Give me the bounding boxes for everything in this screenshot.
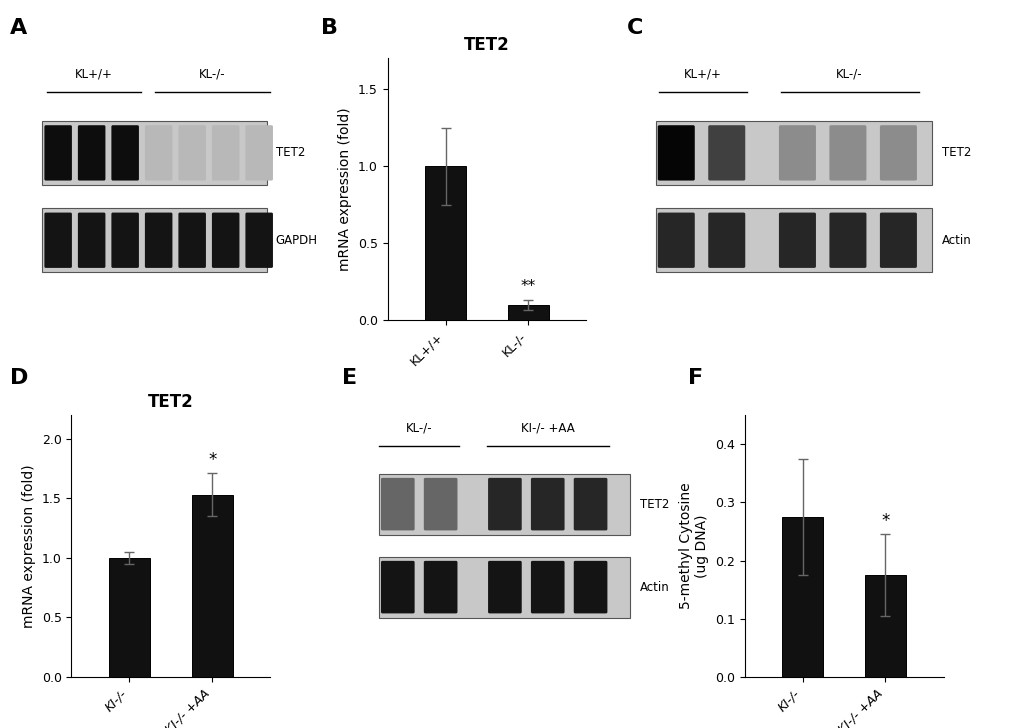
Text: TET2: TET2: [942, 146, 970, 159]
Text: Actin: Actin: [639, 581, 668, 593]
FancyBboxPatch shape: [487, 561, 522, 614]
Text: **: **: [521, 279, 536, 294]
FancyBboxPatch shape: [828, 125, 865, 181]
FancyBboxPatch shape: [707, 213, 745, 268]
Text: Actin: Actin: [942, 234, 971, 247]
Bar: [782, 517, 822, 677]
FancyBboxPatch shape: [424, 478, 457, 531]
Bar: [109, 558, 150, 677]
Text: KL-/-: KL-/-: [199, 67, 225, 80]
Text: KL+/+: KL+/+: [75, 67, 113, 80]
Text: TET2: TET2: [639, 498, 668, 510]
FancyBboxPatch shape: [178, 213, 206, 268]
FancyBboxPatch shape: [424, 561, 457, 614]
Title: TET2: TET2: [148, 392, 194, 411]
FancyBboxPatch shape: [530, 561, 565, 614]
FancyBboxPatch shape: [655, 121, 931, 185]
FancyBboxPatch shape: [381, 561, 414, 614]
FancyBboxPatch shape: [111, 213, 139, 268]
FancyBboxPatch shape: [573, 478, 607, 531]
FancyBboxPatch shape: [530, 478, 565, 531]
Text: KI-/- +AA: KI-/- +AA: [521, 422, 574, 435]
FancyBboxPatch shape: [246, 213, 273, 268]
FancyBboxPatch shape: [657, 125, 694, 181]
FancyBboxPatch shape: [707, 125, 745, 181]
Text: E: E: [341, 368, 357, 387]
Text: A: A: [10, 18, 28, 38]
Text: TET2: TET2: [275, 146, 305, 159]
FancyBboxPatch shape: [657, 213, 694, 268]
FancyBboxPatch shape: [379, 474, 630, 534]
FancyBboxPatch shape: [42, 208, 267, 272]
Text: *: *: [880, 512, 889, 530]
FancyBboxPatch shape: [145, 125, 172, 181]
FancyBboxPatch shape: [779, 213, 815, 268]
FancyBboxPatch shape: [77, 213, 105, 268]
Text: D: D: [10, 368, 29, 387]
Y-axis label: 5-methyl Cytosine
(ug DNA): 5-methyl Cytosine (ug DNA): [679, 483, 708, 609]
Text: KL-/-: KL-/-: [406, 422, 432, 435]
FancyBboxPatch shape: [111, 125, 139, 181]
Text: KL+/+: KL+/+: [684, 67, 721, 80]
Text: GAPDH: GAPDH: [275, 234, 317, 247]
Bar: [507, 305, 548, 320]
FancyBboxPatch shape: [77, 125, 105, 181]
FancyBboxPatch shape: [212, 125, 239, 181]
Text: B: B: [321, 18, 338, 38]
Y-axis label: mRNA expression (fold): mRNA expression (fold): [22, 464, 36, 628]
FancyBboxPatch shape: [655, 208, 931, 272]
Bar: [192, 495, 232, 677]
Text: F: F: [688, 368, 703, 387]
FancyBboxPatch shape: [246, 125, 273, 181]
Text: C: C: [627, 18, 643, 38]
Bar: [864, 575, 905, 677]
Title: TET2: TET2: [464, 36, 510, 54]
Bar: [425, 166, 466, 320]
FancyBboxPatch shape: [145, 213, 172, 268]
FancyBboxPatch shape: [779, 125, 815, 181]
Y-axis label: mRNA expression (fold): mRNA expression (fold): [338, 108, 352, 271]
FancyBboxPatch shape: [45, 213, 71, 268]
FancyBboxPatch shape: [42, 121, 267, 185]
FancyBboxPatch shape: [381, 478, 414, 531]
FancyBboxPatch shape: [828, 213, 865, 268]
FancyBboxPatch shape: [573, 561, 607, 614]
Text: *: *: [208, 451, 216, 469]
FancyBboxPatch shape: [379, 557, 630, 617]
FancyBboxPatch shape: [879, 213, 916, 268]
Text: KL-/-: KL-/-: [836, 67, 862, 80]
FancyBboxPatch shape: [487, 478, 522, 531]
FancyBboxPatch shape: [178, 125, 206, 181]
FancyBboxPatch shape: [212, 213, 239, 268]
FancyBboxPatch shape: [879, 125, 916, 181]
FancyBboxPatch shape: [45, 125, 71, 181]
